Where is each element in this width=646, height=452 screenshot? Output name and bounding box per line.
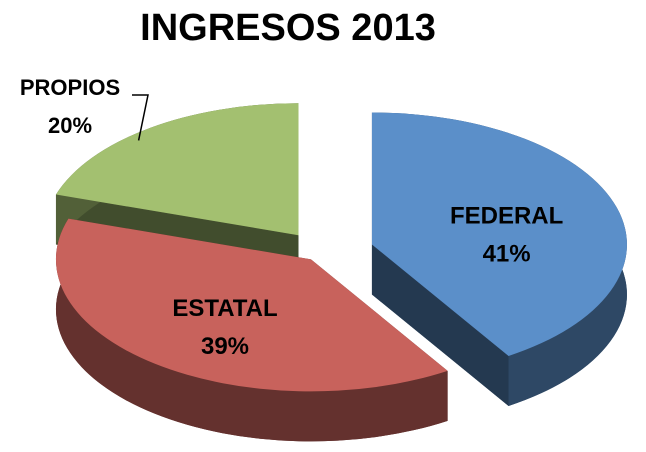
slice bbox=[55, 218, 448, 392]
slice-side bbox=[55, 218, 448, 442]
slice-label: FEDERAL bbox=[450, 203, 563, 230]
leader-line bbox=[132, 94, 149, 141]
slice-value-label: 41% bbox=[483, 241, 531, 268]
slice-side bbox=[371, 244, 509, 406]
slice bbox=[371, 112, 627, 356]
slice bbox=[371, 112, 627, 406]
slice-label: ESTATAL bbox=[172, 295, 277, 322]
slice-value-label: 39% bbox=[201, 333, 249, 360]
slice-value-label: 20% bbox=[48, 113, 92, 138]
slice bbox=[55, 218, 448, 442]
slice bbox=[55, 103, 299, 236]
slice-label: PROPIOS bbox=[20, 75, 120, 100]
chart-title: INGRESOS 2013 bbox=[140, 7, 436, 49]
